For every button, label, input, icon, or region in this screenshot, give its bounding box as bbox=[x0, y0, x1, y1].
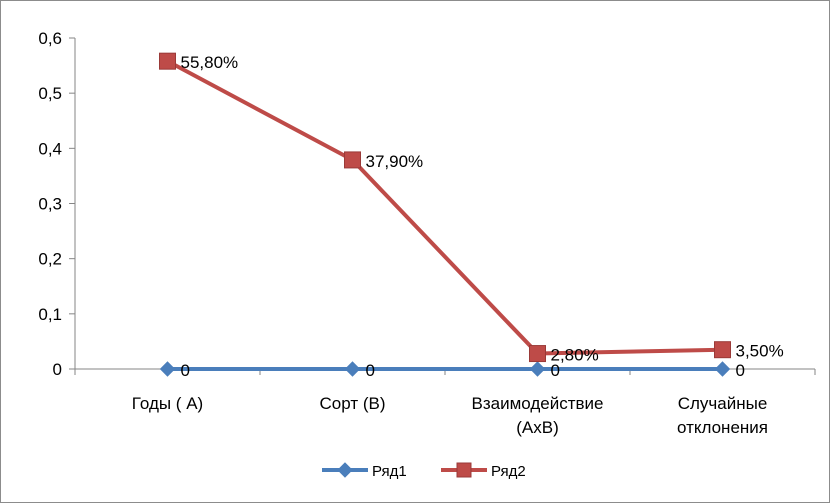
x-category-label: Случайные bbox=[678, 394, 768, 413]
series-marker-diamond bbox=[344, 361, 361, 377]
series-marker-square bbox=[159, 52, 176, 70]
legend-label: Ряд1 bbox=[372, 463, 407, 480]
series-marker-diamond bbox=[159, 361, 176, 377]
series-1 bbox=[159, 361, 731, 377]
x-category-label: Годы ( А) bbox=[132, 394, 203, 413]
y-tick-label: 0,3 bbox=[38, 195, 62, 214]
data-label: 37,90% bbox=[366, 152, 424, 171]
x-category-label: (АхВ) bbox=[516, 418, 559, 437]
series-marker-square bbox=[456, 462, 472, 478]
data-label: 55,80% bbox=[181, 53, 239, 72]
data-labels: 0 0 0 0 55,80% 37,90% 2,80% 3,50% bbox=[181, 53, 784, 380]
data-label: 3,50% bbox=[736, 342, 784, 361]
series-marker-diamond bbox=[714, 361, 731, 377]
x-category-labels: Годы ( А) Сорт (В) Взаимодействие (АхВ) Случ… bbox=[132, 394, 768, 437]
series-marker-square bbox=[344, 151, 361, 169]
legend: Ряд1 Ряд2 bbox=[322, 462, 526, 480]
legend-label: Ряд2 bbox=[491, 463, 526, 480]
x-category-label: Взаимодействие bbox=[472, 394, 604, 413]
y-tick-label: 0,6 bbox=[38, 29, 62, 48]
series-marker-diamond bbox=[529, 361, 546, 377]
legend-item-2: Ряд2 bbox=[441, 462, 526, 480]
legend-item-1: Ряд1 bbox=[322, 462, 407, 480]
series-layer bbox=[159, 52, 731, 377]
data-label: 2,80% bbox=[551, 346, 599, 365]
data-label: 0 bbox=[551, 361, 560, 380]
y-tick-labels: 0 0,1 0,2 0,3 0,4 0,5 0,6 bbox=[38, 29, 62, 379]
y-tick-label: 0,1 bbox=[38, 305, 62, 324]
y-tick-label: 0,2 bbox=[38, 250, 62, 269]
axes bbox=[69, 37, 816, 375]
data-label: 0 bbox=[181, 361, 190, 380]
y-tick-label: 0,4 bbox=[38, 139, 62, 158]
y-tick-label: 0,5 bbox=[38, 84, 62, 103]
x-category-label: отклонения bbox=[677, 418, 768, 437]
series-2 bbox=[159, 52, 731, 363]
data-label: 0 bbox=[736, 361, 745, 380]
x-category-label: Сорт (В) bbox=[320, 394, 386, 413]
series-line bbox=[166, 59, 723, 356]
series-marker-square bbox=[714, 341, 731, 359]
series-marker-square bbox=[529, 345, 546, 363]
data-label: 0 bbox=[366, 361, 375, 380]
y-tick-label: 0 bbox=[53, 360, 62, 379]
series-marker-diamond bbox=[337, 462, 353, 478]
